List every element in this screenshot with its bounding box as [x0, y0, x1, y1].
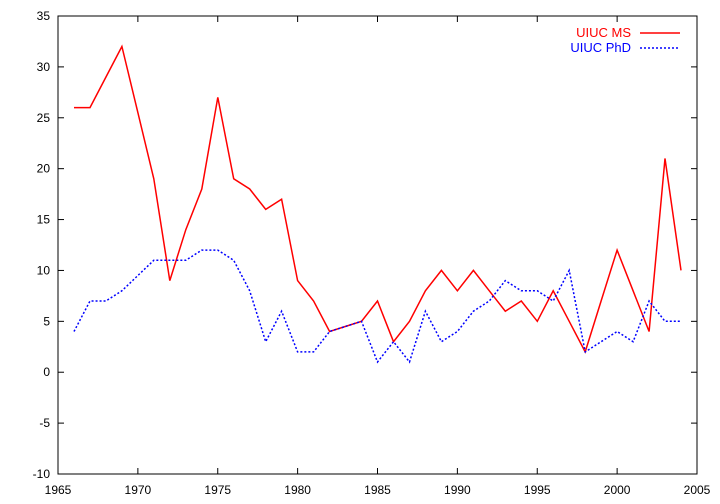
y-axis: -10 -5 0 5 10 15 20 25 30 35 — [33, 9, 697, 481]
x-tick-label: 1995 — [524, 483, 551, 497]
plot-frame — [57, 15, 698, 475]
x-tick-label: 1975 — [204, 483, 231, 497]
y-tick-label: -10 — [33, 467, 51, 481]
series-line-uiuc-ms — [74, 44, 682, 354]
series-layer — [73, 44, 682, 364]
x-tick-label: 2000 — [604, 483, 631, 497]
y-tick-label: 15 — [37, 213, 51, 227]
x-axis: 1965 1970 1975 1980 1985 1990 1995 2000 2005 — [45, 16, 711, 497]
y-tick-label: 20 — [37, 162, 51, 176]
x-tick-label: 1965 — [45, 483, 72, 497]
y-tick-label: 25 — [37, 111, 51, 125]
x-tick-label: 1970 — [125, 483, 152, 497]
x-tick-label: 2005 — [684, 483, 711, 497]
series-line-uiuc-phd — [73, 249, 681, 364]
plot-border — [57, 15, 698, 475]
legend-label: UIUC PhD — [570, 40, 631, 55]
legend-label: UIUC MS — [576, 25, 631, 40]
x-tick-label: 1990 — [444, 483, 471, 497]
y-tick-label: 0 — [43, 365, 50, 379]
y-tick-label: -5 — [39, 416, 50, 430]
x-tick-label: 1980 — [284, 483, 311, 497]
y-tick-label: 10 — [37, 263, 51, 277]
y-tick-label: 35 — [37, 9, 51, 23]
x-tick-label: 1985 — [364, 483, 391, 497]
y-tick-label: 30 — [37, 60, 51, 74]
y-tick-label: 5 — [43, 314, 50, 328]
